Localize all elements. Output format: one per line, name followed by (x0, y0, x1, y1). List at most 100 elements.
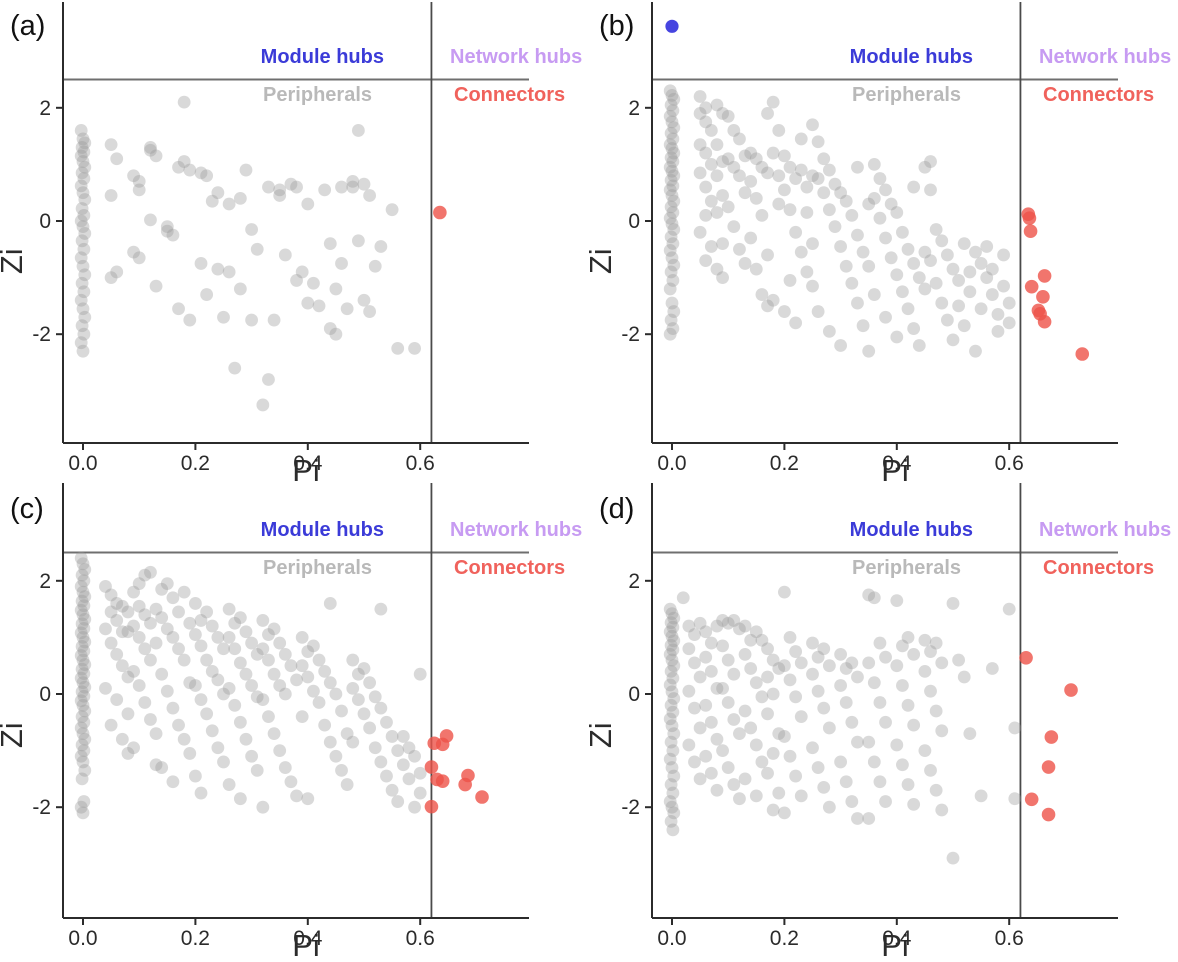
peripheral-point (665, 189, 679, 202)
peripheral-point (755, 633, 769, 647)
peripheral-point (845, 656, 859, 670)
peripheral-point (907, 257, 921, 270)
peripheral-point (307, 639, 320, 653)
peripheral-point (77, 689, 91, 703)
peripheral-point (408, 749, 421, 763)
peripheral-point (307, 276, 320, 290)
peripheral-point (329, 327, 343, 341)
connector-point (1075, 347, 1090, 361)
peripheral-point (351, 693, 365, 707)
peripheral-point (200, 707, 214, 721)
peripheral-point (783, 673, 797, 687)
peripheral-point (693, 90, 707, 103)
peripheral-point (738, 647, 752, 661)
peripheral-point (211, 673, 225, 687)
x-tick-label: 0.4 (882, 452, 912, 475)
peripheral-point (744, 146, 758, 160)
peripheral-point (800, 206, 814, 219)
peripheral-point (267, 727, 281, 741)
peripheral-point (772, 124, 786, 137)
peripheral-point (845, 208, 859, 222)
peripheral-point (104, 636, 118, 650)
peripheral-point (318, 718, 332, 732)
peripheral-point (817, 780, 831, 794)
peripheral-point (166, 631, 180, 644)
peripherals-label: Peripherals (263, 84, 372, 106)
peripheral-point (194, 257, 208, 270)
peripheral-point (822, 721, 836, 735)
peripheral-point (217, 687, 230, 701)
peripheral-point (896, 639, 909, 653)
peripheral-point (738, 257, 752, 270)
peripheral-point (778, 183, 791, 197)
peripheral-point (132, 183, 146, 197)
peripheral-point (78, 704, 92, 718)
peripheral-point (667, 92, 681, 106)
peripheral-point (127, 619, 140, 633)
peripheral-point (76, 585, 90, 599)
connector-point (424, 799, 439, 814)
peripheral-point (160, 220, 174, 234)
connector-point (1036, 290, 1050, 304)
y-tick-label: 0 (628, 683, 640, 706)
peripheral-point (664, 698, 678, 712)
peripheral-point (77, 285, 91, 299)
peripheral-point (974, 789, 988, 803)
peripheral-point (749, 262, 763, 276)
x-axis-title: Pi (292, 928, 320, 962)
peripheral-point (839, 259, 853, 273)
peripheral-point (368, 690, 382, 704)
peripheral-point (664, 265, 678, 279)
x-tick-label: 0.6 (995, 452, 1024, 475)
peripheral-point (969, 344, 982, 358)
peripheral-point (222, 631, 236, 644)
peripheral-point (665, 88, 679, 102)
peripheral-point (778, 585, 791, 599)
peripheral-point (946, 262, 960, 276)
peripheral-point (194, 693, 208, 707)
peripheral-point (738, 186, 752, 200)
peripheral-point (761, 299, 774, 313)
peripheral-point (828, 177, 842, 191)
peripheral-point (205, 194, 219, 208)
peripheral-point (222, 602, 236, 616)
peripheral-point (172, 605, 185, 619)
connector-point (1044, 730, 1059, 744)
peripheral-point (794, 710, 808, 724)
peripheral-point (688, 701, 701, 715)
network-hubs-label: Network hubs (1039, 519, 1172, 541)
peripheral-point (144, 565, 157, 579)
peripheral-point (127, 169, 140, 183)
peripheral-point (980, 271, 994, 284)
peripheral-point (851, 735, 864, 749)
peripheral-point (76, 259, 90, 273)
peripheral-point (664, 126, 678, 140)
peripheral-point (77, 327, 91, 341)
peripheral-point (879, 650, 892, 664)
peripheral-point (155, 611, 169, 624)
peripheral-point (890, 268, 904, 282)
peripheral-point (132, 174, 146, 188)
peripheral-point (239, 732, 253, 746)
peripheral-point (766, 747, 780, 760)
panel-c-plot: 0.0 0.2 0.4 0.6 2 0 -2 Pi Zi (0, 483, 529, 962)
peripheral-point (75, 685, 89, 699)
peripheral-point (211, 262, 225, 276)
peripheral-point (110, 614, 124, 627)
peripheral-point (727, 124, 741, 137)
peripheral-point (772, 727, 786, 741)
peripheral-point (727, 778, 741, 791)
peripheral-point (667, 305, 681, 318)
peripheral-point (115, 732, 129, 746)
peripheral-point (974, 257, 988, 270)
peripheral-point (75, 276, 89, 290)
peripheral-point (862, 735, 876, 749)
peripheral-point (907, 322, 921, 335)
peripheral-point (351, 234, 365, 248)
peripheral-point (340, 302, 354, 316)
peripheral-point (806, 118, 819, 132)
peripheral-point (727, 160, 741, 174)
peripheral-point (172, 642, 185, 656)
peripheral-point (262, 628, 275, 641)
peripheral-point (239, 667, 253, 681)
